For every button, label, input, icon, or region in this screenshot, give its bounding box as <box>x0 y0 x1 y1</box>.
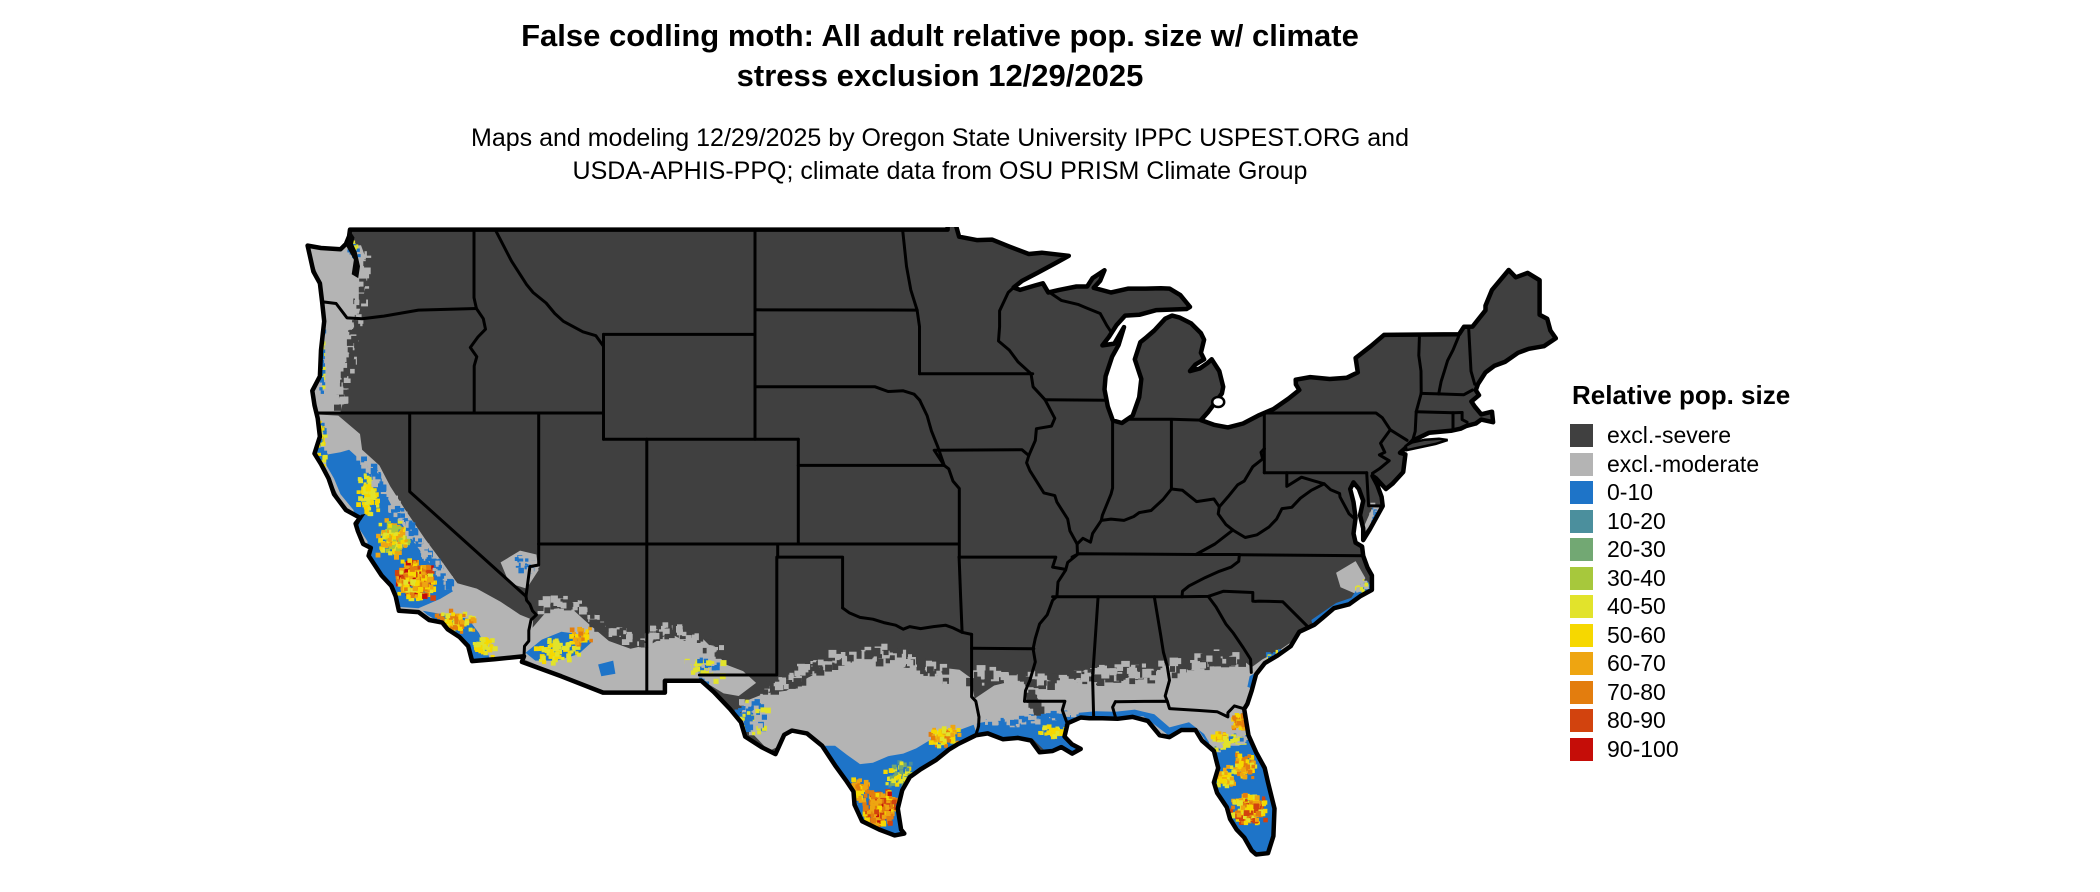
legend-item: 10-20 <box>1570 507 1790 534</box>
legend-swatch-40-50 <box>1570 595 1593 618</box>
legend-swatch-0-10 <box>1570 481 1593 504</box>
legend-title: Relative pop. size <box>1572 380 1791 410</box>
figure-subtitle-line1: Maps and modeling 12/29/2025 by Oregon S… <box>471 124 1409 152</box>
conus-map-svg <box>305 217 1559 857</box>
legend-swatch-10-20 <box>1570 509 1593 533</box>
legend-item: 60-70 <box>1570 652 1790 675</box>
legend-item-label: excl.-moderate <box>1607 450 1760 477</box>
legend-swatch-50-60 <box>1570 623 1593 647</box>
legend-swatch-70-80 <box>1570 680 1593 704</box>
legend-item: 90-100 <box>1570 735 1790 762</box>
legend-item: 40-50 <box>1570 595 1790 618</box>
legend-item-label: 50-60 <box>1607 621 1666 648</box>
legend-item-label: 70-80 <box>1607 678 1666 705</box>
figure-title: False codling moth: All adult relative p… <box>290 16 1590 96</box>
legend-swatch-30-40 <box>1570 566 1593 590</box>
legend-swatch-90-100 <box>1570 737 1593 761</box>
legend-item-label: 30-40 <box>1607 564 1666 591</box>
legend-item: 80-90 <box>1570 709 1790 732</box>
us-choropleth-map <box>300 217 1560 883</box>
legend-swatch-excl-severe <box>1570 424 1593 447</box>
figure-subtitle-line2: USDA-APHIS-PPQ; climate data from OSU PR… <box>572 157 1308 185</box>
legend-item-label: 20-30 <box>1607 536 1666 562</box>
legend-swatch-20-30 <box>1570 538 1593 561</box>
legend-item: 30-40 <box>1570 564 1790 591</box>
legend: Relative pop. size excl.-severe excl.-mo… <box>1570 380 1790 766</box>
legend-item: excl.-moderate <box>1570 450 1790 477</box>
legend-item-label: 80-90 <box>1607 707 1666 733</box>
legend-item-label: 90-100 <box>1607 735 1679 762</box>
legend-swatch-excl-moderate <box>1570 452 1593 476</box>
legend-list: excl.-severe excl.-moderate 0-10 10-20 2… <box>1570 424 1790 761</box>
legend-item: 0-10 <box>1570 481 1790 504</box>
legend-item: 50-60 <box>1570 621 1790 648</box>
legend-item-label: 40-50 <box>1607 593 1666 619</box>
legend-item-label: 0-10 <box>1607 479 1654 505</box>
legend-item: excl.-severe <box>1570 424 1790 447</box>
legend-item-label: excl.-severe <box>1607 422 1731 448</box>
figure-title-line2: stress exclusion 12/29/2025 <box>736 58 1144 93</box>
legend-swatch-80-90 <box>1570 709 1593 732</box>
legend-item: 20-30 <box>1570 538 1790 561</box>
figure-title-line1: False codling moth: All adult relative p… <box>521 18 1359 53</box>
legend-item-label: 10-20 <box>1607 507 1666 534</box>
legend-item-label: 60-70 <box>1607 650 1666 676</box>
legend-item: 70-80 <box>1570 678 1790 705</box>
legend-swatch-60-70 <box>1570 652 1593 675</box>
figure-subtitle: Maps and modeling 12/29/2025 by Oregon S… <box>290 122 1590 188</box>
